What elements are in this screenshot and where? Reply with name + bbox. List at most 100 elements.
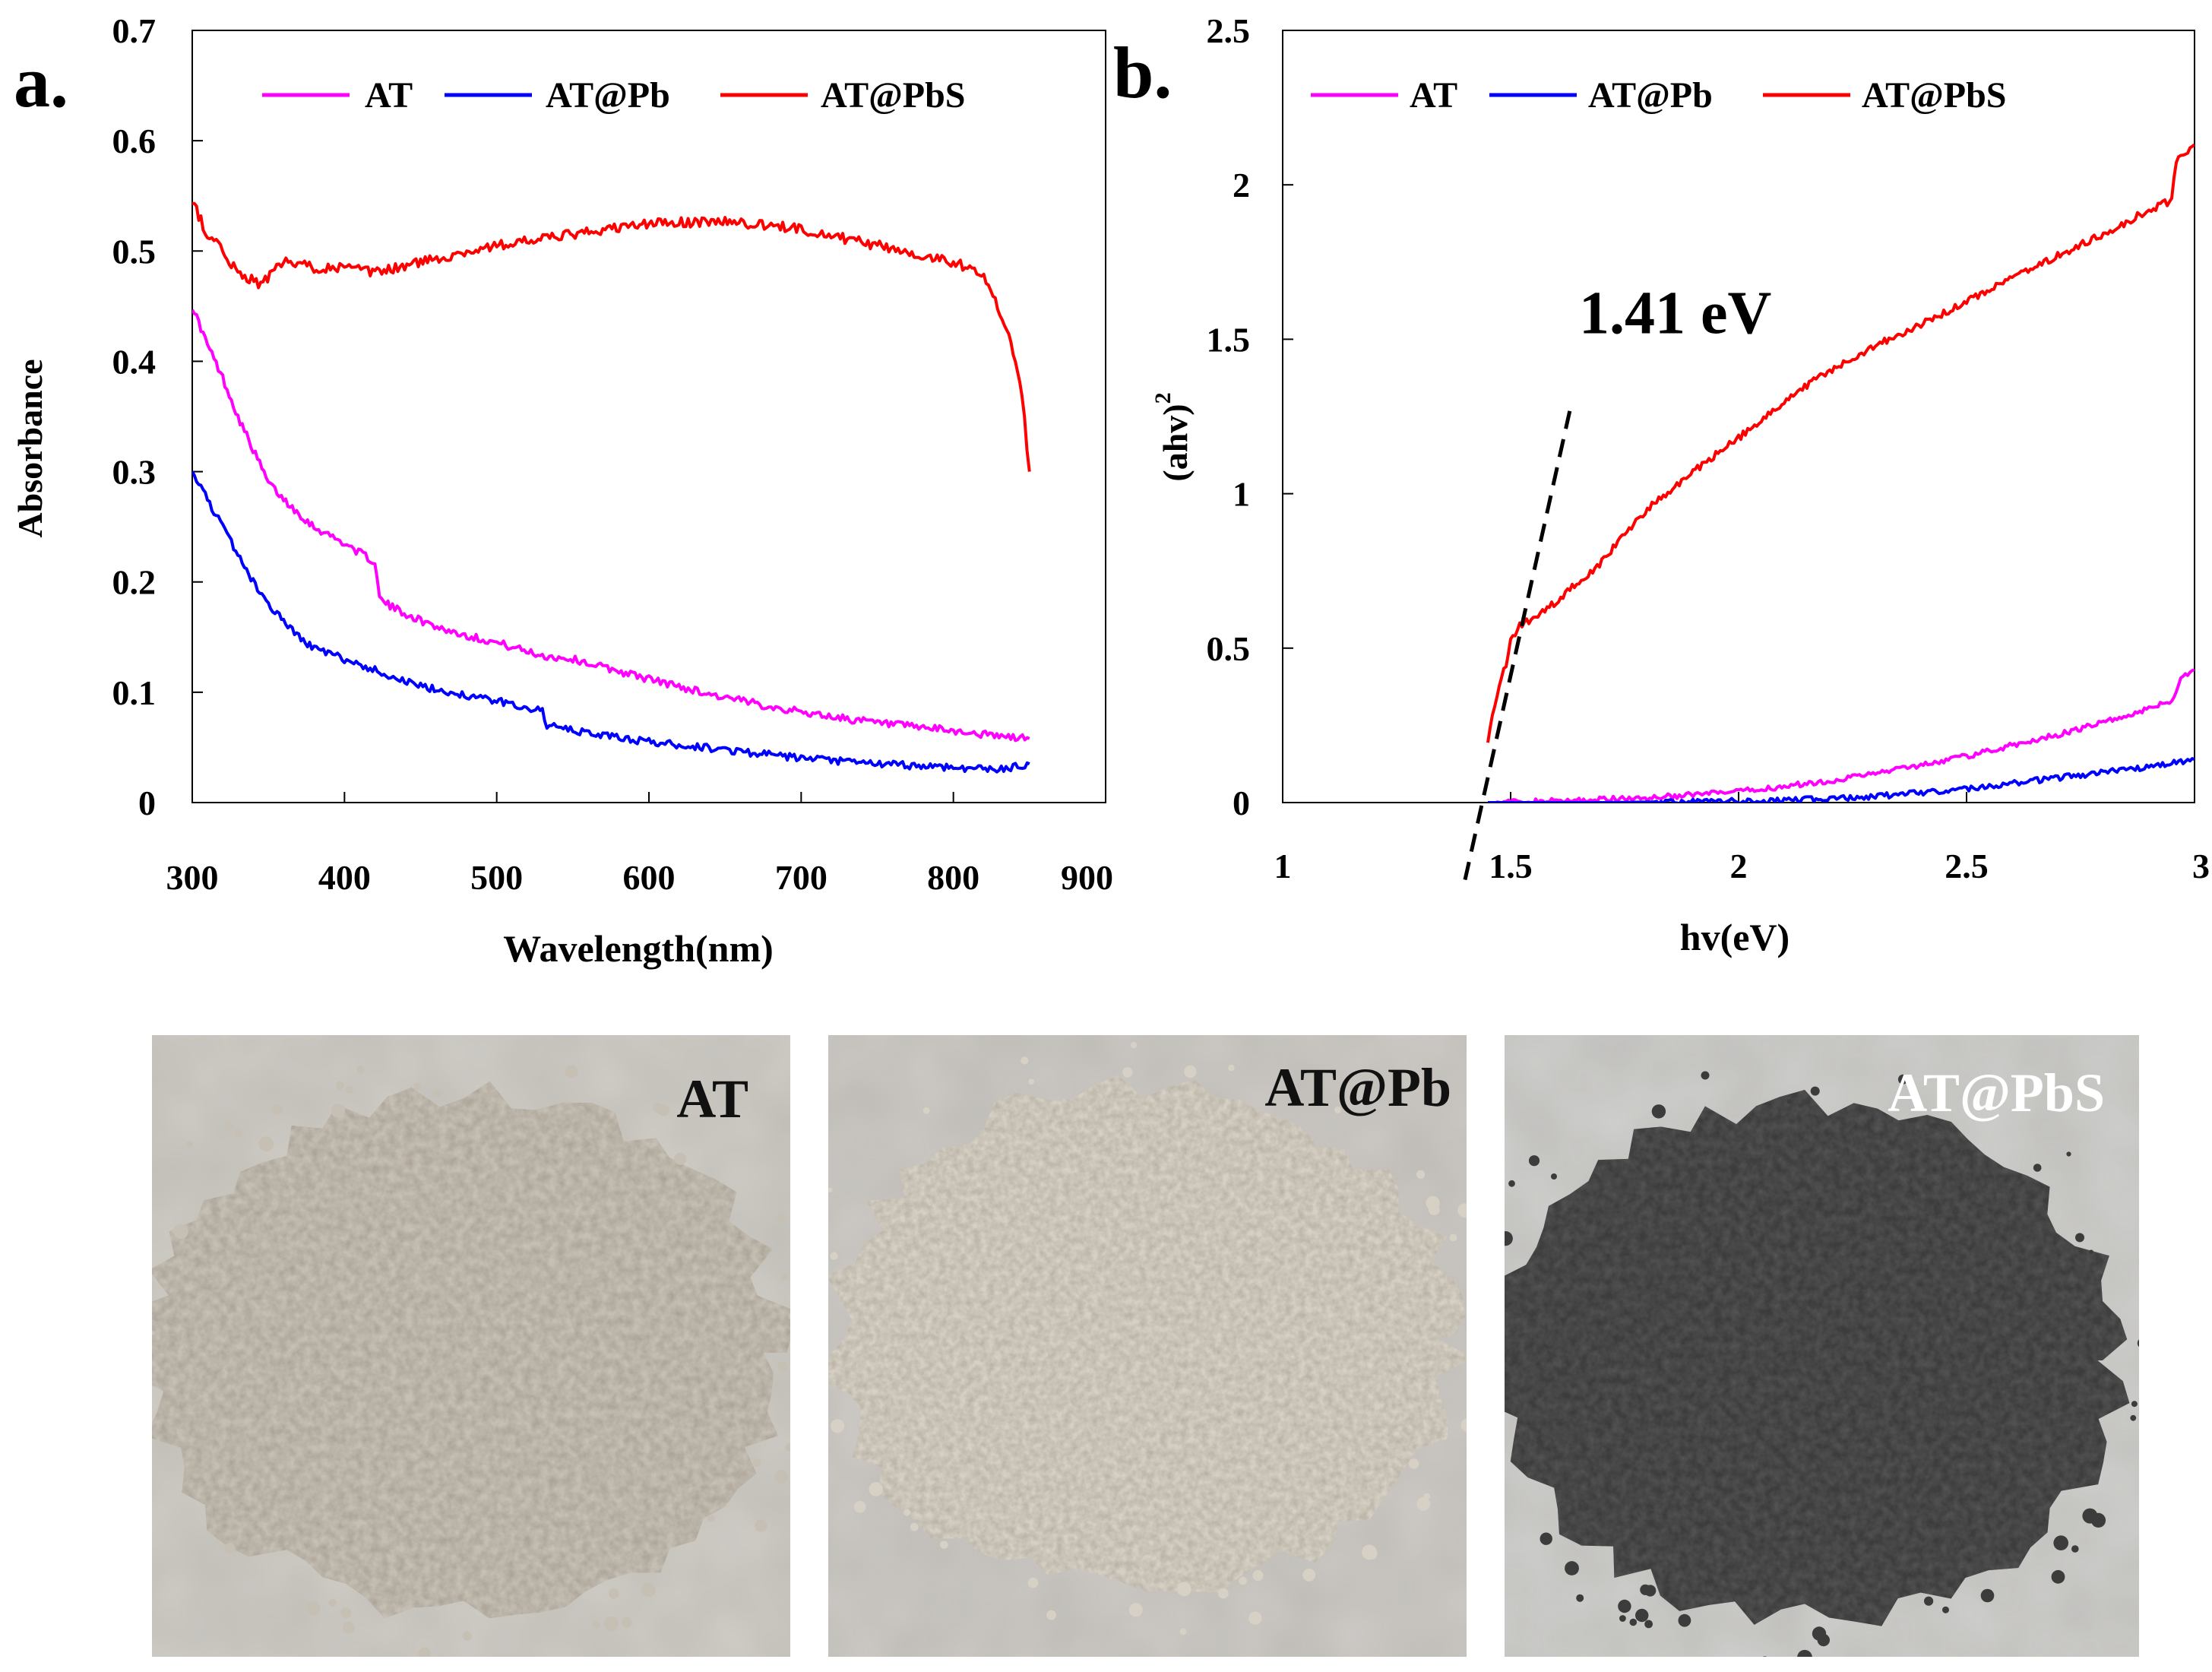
powder-crumb — [1492, 1416, 1500, 1423]
y-tick-label: 2.5 — [1207, 11, 1251, 50]
y-tick-label: 0.5 — [112, 232, 157, 271]
y-ticks-a: 0 0.1 0.2 0.3 0.4 0.5 0.6 0.7 — [112, 11, 203, 822]
powder-crumb — [342, 1621, 355, 1634]
series-a — [192, 201, 1031, 774]
powder-crumb — [2151, 1391, 2162, 1401]
legend-label: AT@PbS — [821, 75, 965, 116]
y-tick-label: 0.3 — [112, 453, 157, 492]
sample-photos: AT AT@Pb AT@PbS — [128, 1035, 2162, 1657]
powder-crumb — [922, 1107, 930, 1114]
powder-crumb — [1629, 1618, 1638, 1626]
powder-crumb — [234, 1129, 243, 1138]
powder-crumb — [1457, 1203, 1467, 1218]
plot-area-a — [191, 30, 1106, 803]
powder-crumb — [1248, 1611, 1262, 1625]
powder-crumb — [2137, 1339, 2139, 1347]
powder-crumb — [356, 1066, 365, 1074]
powder-crumb — [1505, 1231, 1513, 1246]
x-axis-title-b: hv(eV) — [1680, 916, 1790, 958]
powder-crumb — [641, 1582, 656, 1598]
plot-area-b — [1282, 30, 2195, 803]
y-axis-title-b-sup: 2 — [1150, 392, 1176, 404]
powder-crumb — [1640, 1584, 1651, 1595]
powder-crumb — [609, 1588, 619, 1599]
powder-crumb — [225, 1123, 233, 1130]
powder-crumb — [790, 1273, 802, 1286]
powder-crumb — [1635, 1608, 1649, 1623]
powder-pile — [128, 1065, 805, 1657]
legend-a: AT AT@Pb AT@PbS — [262, 75, 965, 116]
powder-crumb — [1942, 1606, 1949, 1613]
powder-grain — [152, 1081, 790, 1619]
series-line-at — [192, 309, 1030, 743]
powder-crumb — [755, 1519, 767, 1532]
powder-crumb — [1490, 1354, 1505, 1369]
powder-crumb — [258, 1136, 274, 1152]
legend-b: AT AT@Pb AT@PbS — [1311, 75, 2006, 116]
legend-label: AT@Pb — [546, 75, 670, 116]
powder-crumb — [1810, 1086, 1820, 1096]
powder-crumb — [1239, 1576, 1247, 1585]
y-axis-title-b-main: (ahv) — [1156, 404, 1195, 481]
powder-crumb — [1416, 1170, 1426, 1179]
powder-crumb — [1027, 1577, 1039, 1588]
legend-label: AT@Pb — [1588, 75, 1713, 116]
powder-crumb — [1302, 1569, 1316, 1582]
powder-crumb — [565, 1065, 578, 1078]
x-tick-label: 300 — [166, 858, 219, 897]
y-tick-label: 0.7 — [112, 11, 157, 50]
powder-crumb — [1489, 1295, 1503, 1309]
powder-crumb — [1576, 1594, 1584, 1602]
powder-crumb — [795, 1313, 805, 1322]
y-axis-title-a: Absorbance — [11, 359, 49, 537]
series-line-at — [1489, 668, 2195, 803]
powder-crumb — [1416, 1497, 1431, 1511]
powder-crumb — [1924, 1596, 1934, 1606]
x-tick-label: 500 — [470, 858, 523, 897]
x-tick-label: 1 — [1274, 847, 1292, 885]
powder-crumb — [138, 1432, 147, 1440]
powder-crumb — [1252, 1570, 1264, 1582]
powder-crumb — [1470, 1271, 1480, 1281]
x-tick-label: 700 — [775, 858, 828, 897]
y-tick-label: 1.5 — [1207, 320, 1251, 359]
powder-crumb — [2130, 1414, 2137, 1421]
x-tick-label: 600 — [623, 858, 676, 897]
powder-crumb — [1565, 1561, 1579, 1575]
x-tick-label: 900 — [1061, 858, 1113, 897]
y-axis-title-b: (ahv)2 — [1150, 392, 1195, 481]
panel-label-a: a. — [14, 41, 68, 122]
powder-crumb — [622, 1617, 632, 1628]
y-tick-label: 0.6 — [112, 122, 157, 160]
powder-crumb — [1028, 1078, 1035, 1085]
powder-crumb — [853, 1501, 866, 1513]
y-tick-label: 1 — [1233, 475, 1250, 514]
powder-crumb — [1619, 1615, 1626, 1622]
powder-crumb — [128, 1352, 142, 1366]
series-line-at-at-pb — [1488, 757, 2195, 803]
tangent-line — [1463, 410, 1572, 881]
powder-crumb — [418, 1647, 431, 1657]
powder-crumb — [1128, 1603, 1143, 1617]
powder-crumb — [1812, 1626, 1827, 1641]
y-tick-label: 0 — [1233, 784, 1250, 822]
y-tick-label: 0.4 — [112, 342, 157, 381]
y-tick-label: 0.2 — [112, 563, 157, 602]
x-tick-label: 3 — [2192, 847, 2210, 885]
powder-crumb — [131, 1370, 138, 1376]
powder-crumb — [272, 1104, 283, 1115]
photo-at-at-pb: AT@Pb — [828, 1035, 1505, 1657]
powder-crumb — [780, 1273, 789, 1281]
powder-crumb — [1797, 1649, 1812, 1657]
powder-crumb — [2033, 1164, 2042, 1172]
powder-pile — [828, 1041, 1505, 1636]
x-tick-label: 400 — [318, 858, 371, 897]
powder-crumb — [1218, 1588, 1229, 1599]
powder-crumb — [1786, 1098, 1792, 1104]
powder-crumb — [224, 1543, 236, 1554]
legend-label: AT@PbS — [1862, 75, 2006, 116]
series-b — [1486, 143, 2195, 803]
powder-crumb — [828, 1187, 833, 1192]
powder-crumb — [306, 1601, 321, 1616]
